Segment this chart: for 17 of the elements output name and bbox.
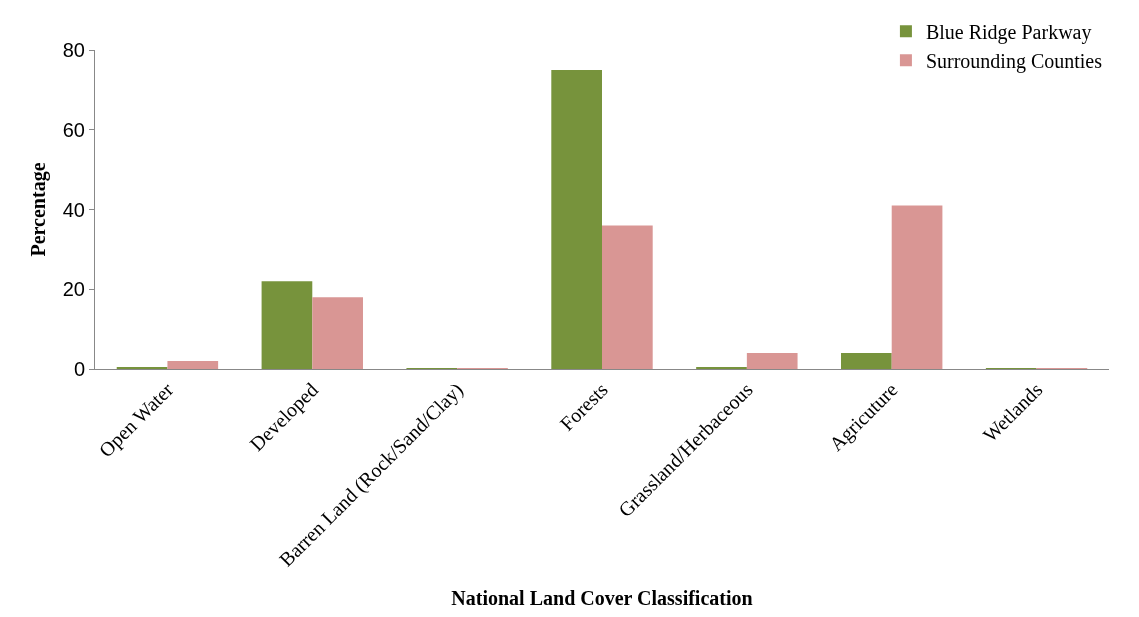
y-axis-title: Percentage	[27, 162, 50, 257]
y-tick-label: 40	[62, 198, 85, 221]
bar	[261, 281, 313, 369]
y-tick-label: 60	[62, 118, 85, 141]
bar	[167, 361, 219, 369]
y-tick-label: 0	[73, 358, 85, 380]
legend-label: Blue Ridge Parkway	[925, 21, 1092, 45]
bar	[551, 69, 602, 369]
bar	[746, 353, 798, 369]
y-tick-label: 20	[62, 278, 85, 301]
bar	[841, 353, 892, 369]
y-tick-label: 80	[62, 39, 85, 61]
bar	[312, 297, 363, 369]
legend-label: Surrounding Counties	[925, 50, 1103, 74]
bar	[602, 225, 653, 369]
bar	[891, 205, 943, 369]
x-axis-title: National Land Cover Classification	[451, 586, 753, 609]
